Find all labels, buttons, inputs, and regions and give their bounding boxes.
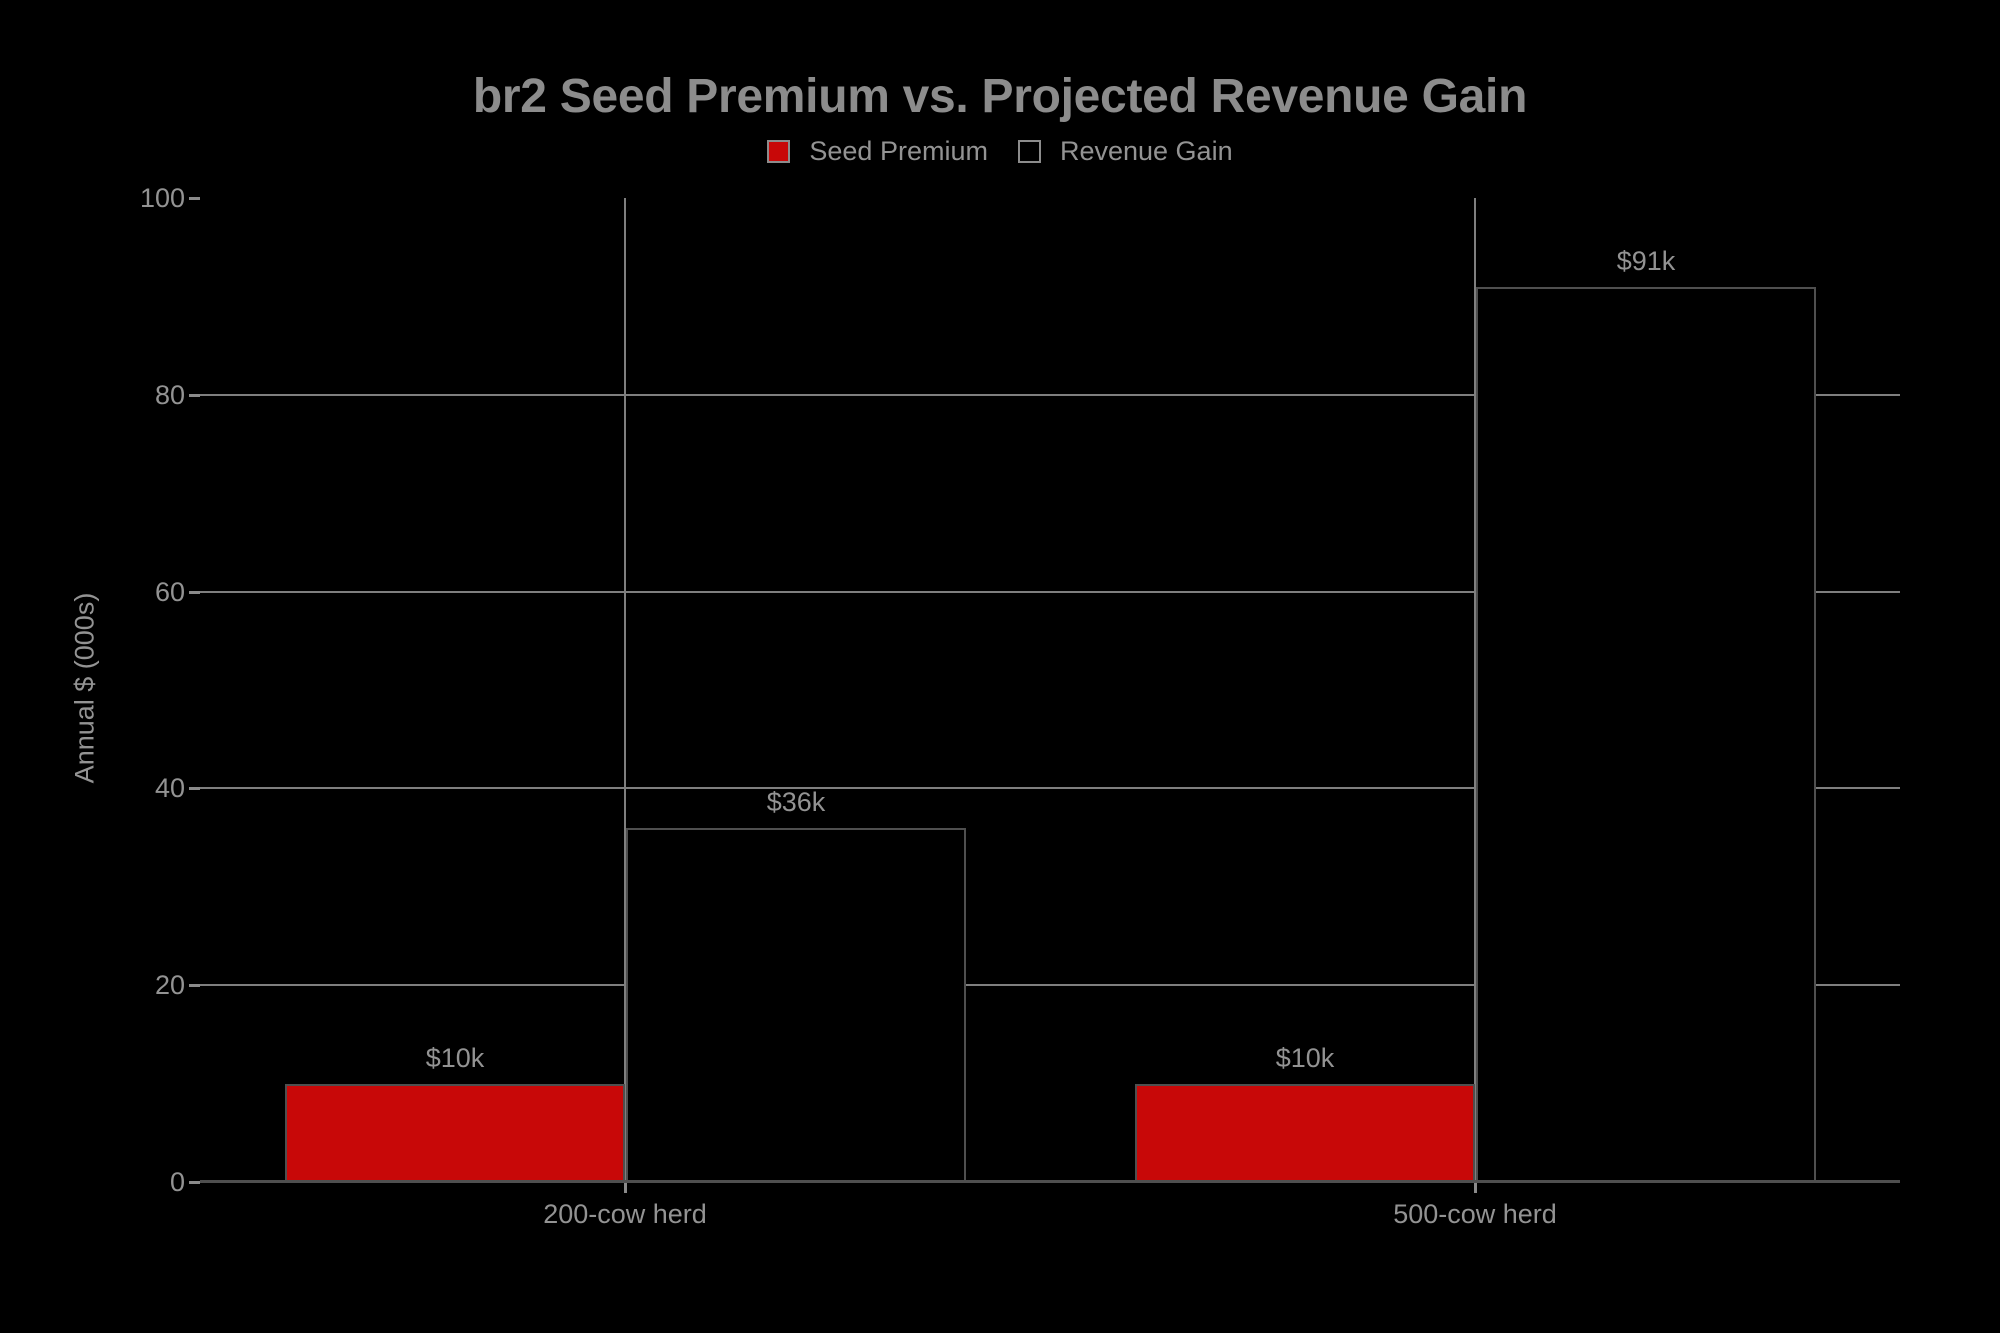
legend-item-seed-premium: Seed Premium (767, 136, 988, 166)
bar-value-label: $36k (766, 786, 826, 817)
y-tick-label: 80 (154, 379, 185, 410)
chart-title: br2 Seed Premium vs. Projected Revenue G… (472, 70, 1528, 123)
y-axis-title: Annual $ (000s) (69, 592, 100, 784)
legend-label-revenue-gain: Revenue Gain (1059, 136, 1233, 166)
y-gridline (200, 787, 1900, 790)
y-tick (189, 393, 200, 397)
bar-seed-premium (285, 1083, 625, 1182)
x-tick (1474, 1183, 1477, 1193)
y-tick (189, 197, 200, 200)
x-gridline (1474, 198, 1476, 1182)
x-axis-line (200, 1180, 1900, 1183)
bar-revenue-gain (1476, 286, 1816, 1182)
legend-swatch-revenue-gain (1017, 139, 1041, 163)
y-tick (189, 590, 200, 594)
y-tick-label: 0 (169, 1167, 185, 1197)
bar-value-label: $10k (1275, 1042, 1335, 1073)
legend-swatch-seed-premium (767, 139, 791, 163)
x-tick-label: 500-cow herd (1393, 1199, 1557, 1229)
y-gridline (200, 393, 1900, 396)
y-gridline (200, 984, 1900, 987)
x-gridline (624, 198, 626, 1182)
legend-item-revenue-gain: Revenue Gain (1017, 136, 1233, 166)
y-tick (189, 787, 200, 791)
bar-value-label: $91k (1616, 245, 1676, 276)
legend: Seed Premium Revenue Gain (0, 135, 2000, 167)
y-tick (189, 1181, 200, 1184)
y-tick-label: 40 (154, 773, 185, 804)
y-tick (189, 984, 200, 988)
y-gridline (200, 590, 1900, 593)
y-tick-label: 60 (154, 576, 185, 607)
x-tick-label: 200-cow herd (543, 1199, 707, 1229)
y-tick-label: 20 (154, 970, 185, 1001)
legend-label-seed-premium: Seed Premium (809, 136, 988, 166)
bar-value-label: $10k (425, 1042, 485, 1073)
y-tick-label: 100 (139, 183, 185, 213)
x-tick (624, 1183, 627, 1193)
bar-seed-premium (1135, 1083, 1475, 1182)
bar-revenue-gain (626, 827, 966, 1182)
